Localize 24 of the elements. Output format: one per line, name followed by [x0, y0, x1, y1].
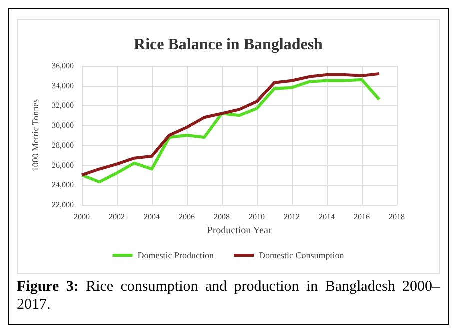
- x-tick-label: 2002: [109, 212, 125, 222]
- legend-label: Domestic Consumption: [258, 250, 345, 260]
- text: Figure 3: Rice consumption and production in Bangladesh 2000–2017.: [17, 279, 440, 313]
- y-tick-label: 30,000: [52, 121, 74, 130]
- x-tick-label: 2012: [284, 212, 300, 222]
- y-tick-label: 26,000: [52, 160, 74, 170]
- y-tick-label: 32,000: [52, 101, 74, 110]
- x-axis-title: Production Year: [207, 225, 272, 236]
- chart-title: Rice Balance in Bangladesh: [134, 36, 324, 54]
- x-tick-label: 2018: [389, 212, 405, 222]
- x-tick-label: 2016: [354, 212, 370, 222]
- y-tick-label: 22,000: [52, 200, 74, 210]
- y-tick-label: 24,000: [52, 180, 74, 190]
- y-tick-label: 34,000: [52, 81, 74, 90]
- x-tick-label: 2004: [144, 212, 160, 222]
- y-tick-label: 28,000: [52, 140, 74, 150]
- x-tick-label: 2000: [74, 212, 90, 222]
- y-tick-label: 36,000: [52, 62, 74, 70]
- x-tick-label: 2014: [319, 212, 335, 222]
- x-tick-label: 2010: [249, 212, 265, 222]
- legend-label: Domestic Production: [138, 250, 214, 260]
- y-axis-title: 1000 Metric Tonnes: [30, 98, 40, 172]
- x-tick-label: 2008: [214, 212, 230, 222]
- x-tick-label: 2006: [179, 212, 195, 222]
